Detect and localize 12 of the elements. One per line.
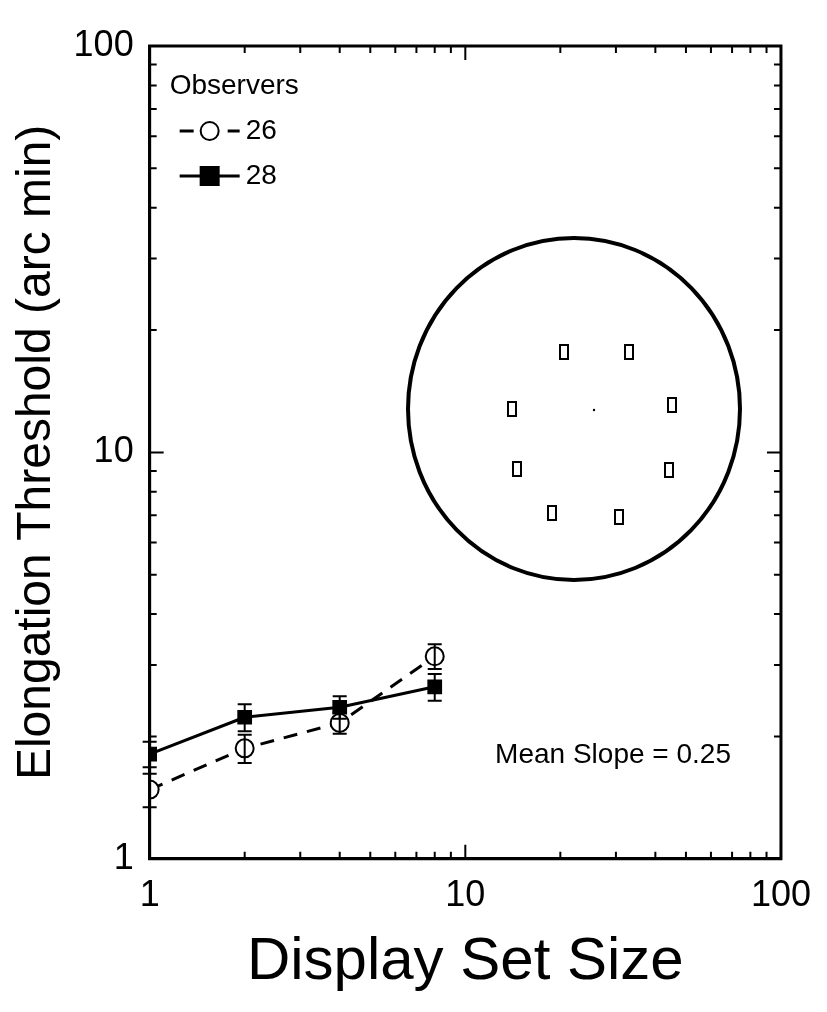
y-tick-label: 10	[93, 429, 134, 471]
y-tick-label: 100	[73, 22, 134, 64]
y-axis-title: Elongation Threshold (arc min)	[7, 124, 61, 781]
legend-label: 26	[245, 113, 277, 145]
y-tick-label: 1	[113, 835, 134, 877]
legend-title: Observers	[169, 68, 299, 100]
x-tick-label: 10	[445, 873, 486, 915]
x-tick-label: 1	[139, 873, 160, 915]
x-tick-label: 100	[750, 873, 812, 915]
x-axis-title: Display Set Size	[246, 924, 684, 992]
legend-label: 28	[245, 158, 277, 190]
annotation: Mean Slope = 0.25	[495, 737, 731, 769]
